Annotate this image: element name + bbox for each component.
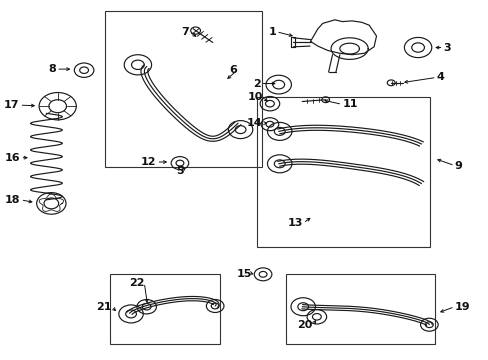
Bar: [105, 11, 261, 167]
Text: 18: 18: [5, 195, 20, 205]
Text: 22: 22: [128, 278, 144, 288]
Text: 6: 6: [229, 65, 237, 75]
Text: 3: 3: [443, 42, 450, 53]
Text: 2: 2: [252, 78, 260, 89]
Text: 11: 11: [342, 99, 357, 109]
Text: 4: 4: [436, 72, 444, 82]
Text: 16: 16: [5, 153, 20, 163]
Text: 10: 10: [247, 92, 262, 102]
Text: 20: 20: [297, 320, 312, 330]
Text: 19: 19: [454, 302, 469, 312]
Text: 12: 12: [141, 157, 156, 167]
Text: 7: 7: [181, 27, 189, 37]
Text: 13: 13: [287, 218, 303, 228]
Text: 17: 17: [4, 100, 20, 110]
Text: 9: 9: [454, 161, 462, 171]
Bar: [110, 274, 220, 344]
Text: 21: 21: [96, 302, 111, 312]
Text: 14: 14: [246, 118, 262, 128]
Text: 5: 5: [175, 166, 183, 176]
Bar: [285, 274, 434, 344]
Text: 15: 15: [236, 269, 251, 279]
Text: 8: 8: [48, 64, 56, 74]
Text: 1: 1: [268, 27, 276, 37]
Bar: [256, 97, 429, 247]
